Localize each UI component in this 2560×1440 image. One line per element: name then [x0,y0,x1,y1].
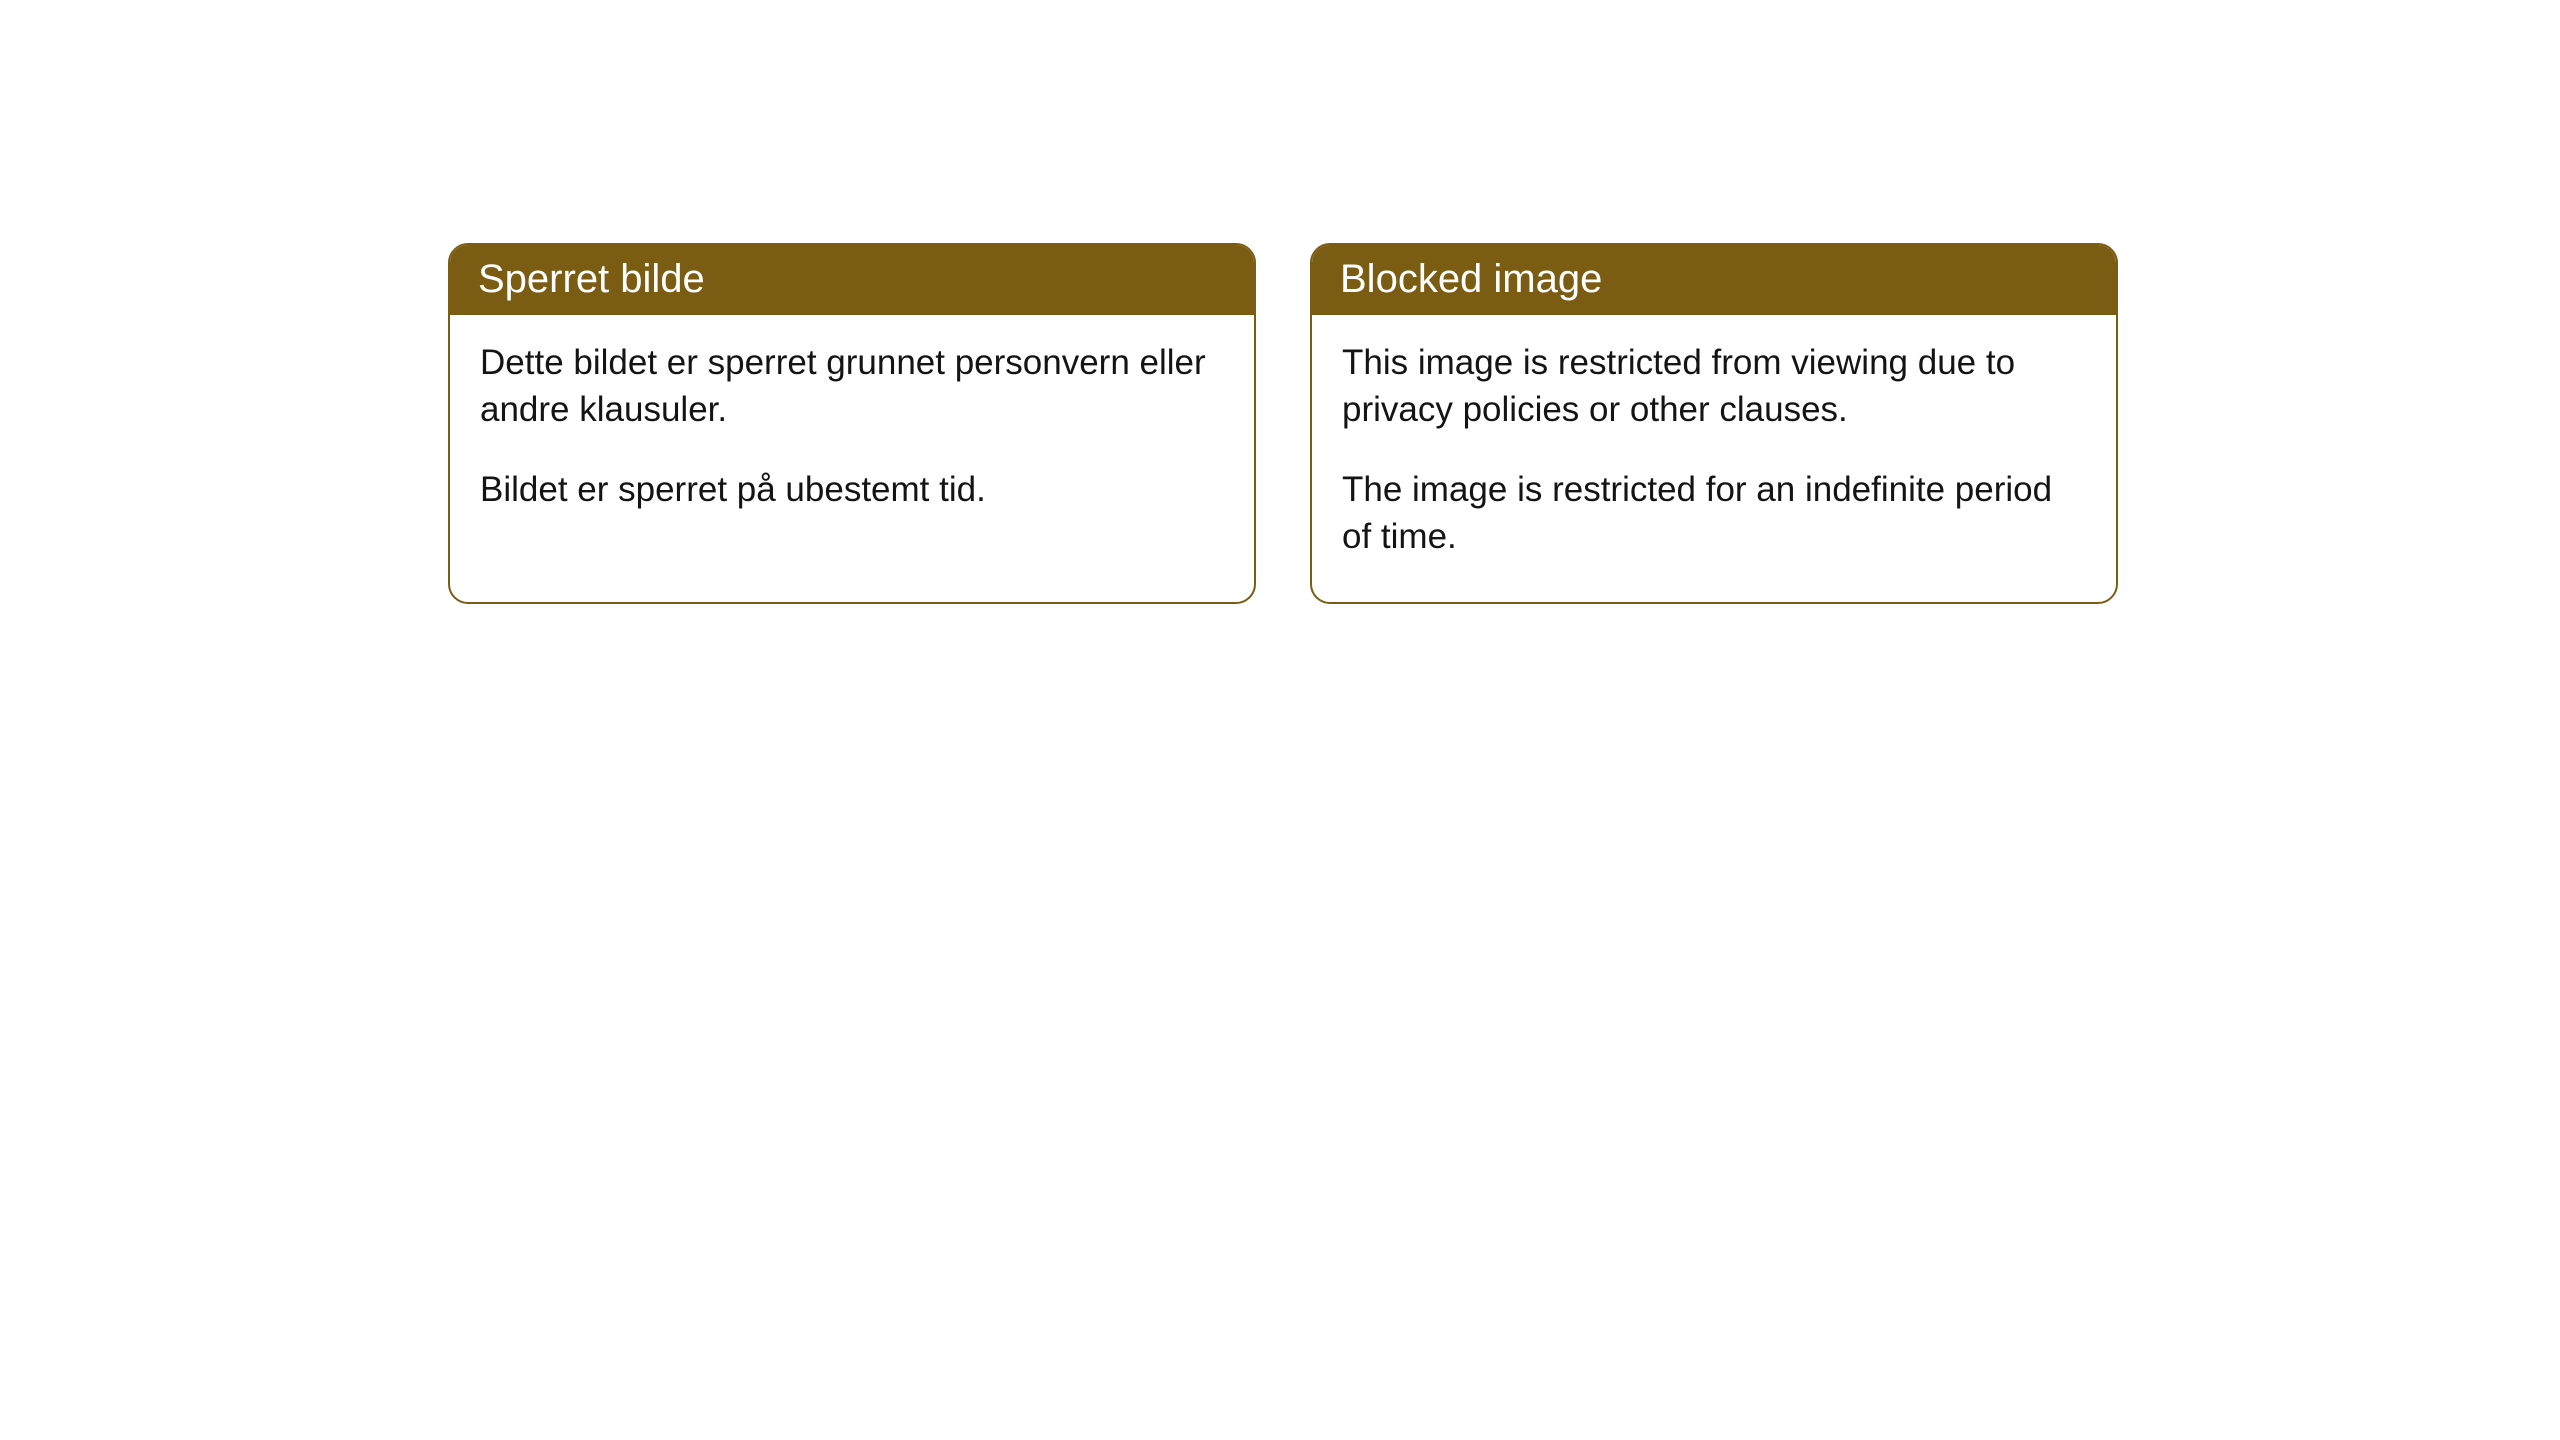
card-paragraph-1: This image is restricted from viewing du… [1342,339,2086,434]
card-body-english: This image is restricted from viewing du… [1312,315,2116,602]
notice-container: Sperret bilde Dette bildet er sperret gr… [0,0,2560,604]
card-paragraph-2: Bildet er sperret på ubestemt tid. [480,466,1224,513]
card-paragraph-2: The image is restricted for an indefinit… [1342,466,2086,561]
card-title-english: Blocked image [1312,245,2116,315]
card-paragraph-1: Dette bildet er sperret grunnet personve… [480,339,1224,434]
card-body-norwegian: Dette bildet er sperret grunnet personve… [450,315,1254,555]
blocked-image-card-english: Blocked image This image is restricted f… [1310,243,2118,604]
blocked-image-card-norwegian: Sperret bilde Dette bildet er sperret gr… [448,243,1256,604]
card-title-norwegian: Sperret bilde [450,245,1254,315]
